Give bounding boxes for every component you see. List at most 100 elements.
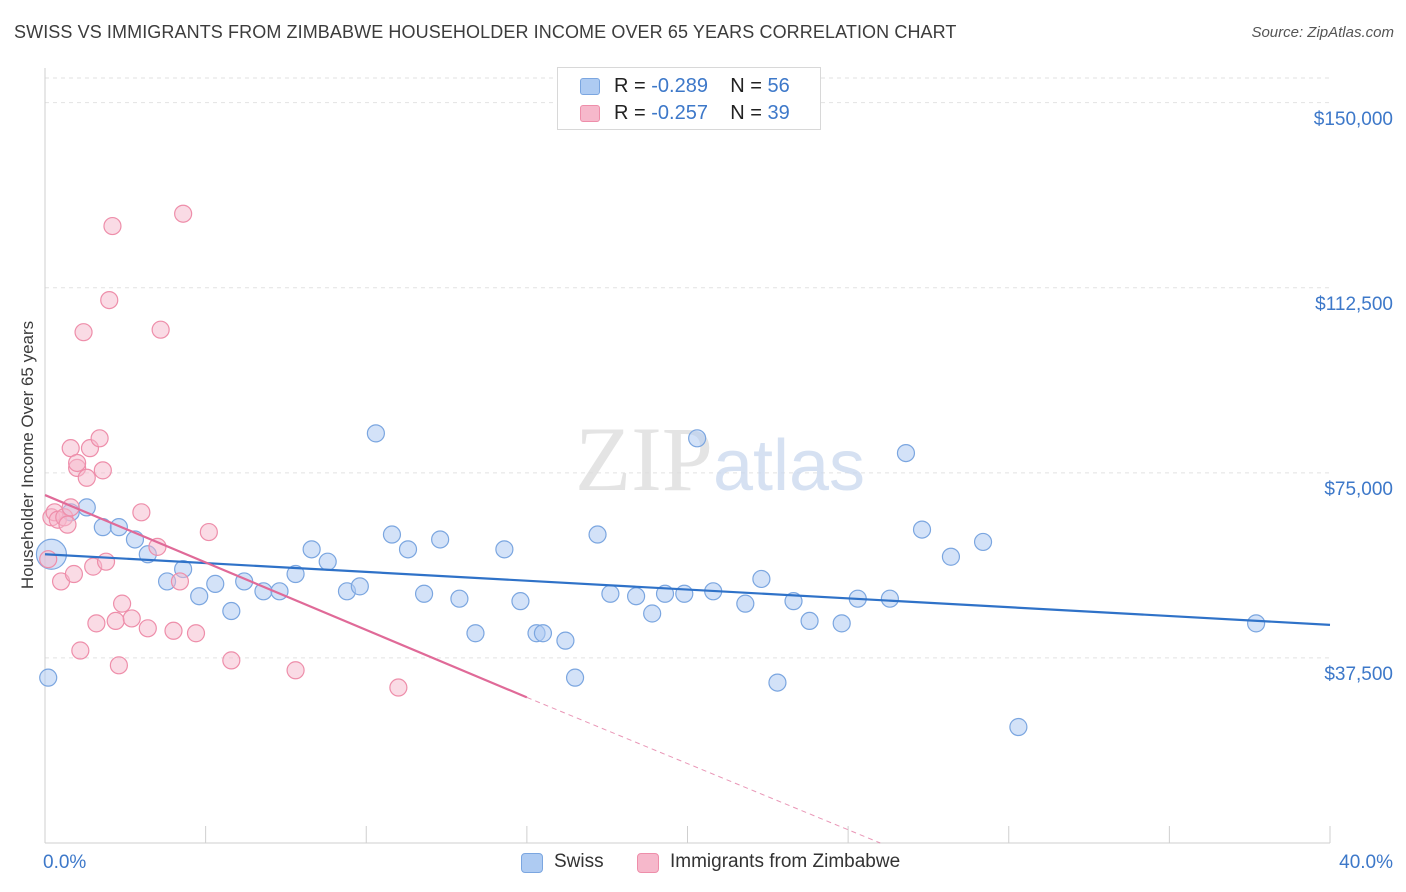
zimbabwe-point-23 [112, 594, 132, 613]
swiss-point-33 [588, 525, 607, 544]
legend-swiss-r-label: R = [614, 75, 646, 97]
zimbabwe-point-37 [68, 453, 87, 473]
zimbabwe-point-22 [109, 656, 128, 675]
legend-swiss-n-value: 56 [767, 75, 790, 97]
legend-zimbabwe-swatch [637, 853, 659, 873]
legend-zim-r-value: -0.257 [651, 102, 708, 124]
swiss-swatch [580, 78, 600, 95]
legend-swiss-label: Swiss [554, 851, 604, 872]
swiss-point-25 [450, 589, 469, 608]
swiss-point-50 [912, 520, 932, 539]
legend-zimbabwe-label: Immigrants from Zimbabwe [670, 851, 901, 872]
zimbabwe-point-12 [77, 468, 96, 487]
source-credit: Source: ZipAtlas.com [1251, 24, 1394, 41]
swiss-point-53 [1009, 717, 1028, 737]
swiss-point-20 [366, 424, 385, 443]
trend-lines [44, 494, 1331, 844]
swiss-point-46 [832, 614, 851, 633]
zimbabwe-point-24 [122, 609, 141, 628]
zimbabwe-point-6 [58, 515, 77, 534]
swiss-point-11 [222, 601, 241, 621]
zimbabwe-swatch [580, 105, 600, 122]
zimbabwe-point-34 [222, 651, 241, 670]
swiss-point-15 [286, 564, 305, 584]
zimbabwe-point-33 [199, 522, 218, 542]
swiss-point-30 [533, 624, 553, 643]
swiss-point-17 [318, 552, 337, 571]
swiss-point-27 [495, 540, 514, 559]
swiss-point-41 [736, 594, 755, 613]
zimbabwe-point-11 [74, 323, 93, 342]
legend-swiss-swatch [521, 853, 543, 873]
swiss-point-55 [39, 668, 58, 687]
zimbabwe-trend-extension [526, 696, 881, 844]
zimbabwe-point-28 [151, 320, 170, 339]
swiss-point-10 [206, 574, 225, 593]
watermark-zip: ZIP [575, 408, 713, 510]
legend-zim-text: R = -0.257 N = 39 [614, 102, 790, 125]
swiss-point-24 [431, 530, 450, 549]
chart-title: SWISS VS IMMIGRANTS FROM ZIMBABWE HOUSEH… [14, 22, 957, 42]
swiss-point-49 [896, 443, 916, 463]
zimbabwe-point-36 [389, 678, 408, 697]
zimbabwe-point-0 [39, 550, 58, 569]
gridlines [45, 77, 1330, 659]
zimbabwe-point-20 [103, 216, 122, 236]
zimbabwe-point-31 [174, 204, 193, 223]
swiss-point-35 [626, 587, 646, 606]
swiss-point-38 [675, 584, 694, 603]
y-tick-label-1: $75,000 [1324, 478, 1393, 500]
zimbabwe-point-18 [96, 552, 116, 571]
swiss-point-19 [350, 577, 369, 596]
axes [44, 68, 1331, 844]
zimbabwe-points [39, 204, 408, 697]
swiss-point-52 [973, 532, 993, 552]
y-tick-label-2: $112,500 [1315, 293, 1393, 315]
watermark: ZIPatlas [575, 408, 865, 510]
x-tick-max: 40.0% [1339, 852, 1393, 873]
swiss-point-23 [414, 584, 434, 603]
swiss-point-22 [398, 540, 418, 559]
x-tick-min: 0.0% [43, 852, 87, 873]
zimbabwe-point-10 [71, 641, 90, 660]
zimbabwe-point-35 [286, 661, 305, 680]
y-tick-label-0: $37,500 [1324, 663, 1393, 685]
swiss-point-39 [688, 429, 707, 448]
swiss-point-45 [800, 611, 819, 631]
legend-swiss-n-label: N = [730, 75, 762, 97]
swiss-point-51 [941, 547, 961, 566]
swiss-trend-line [44, 553, 1331, 626]
zimbabwe-point-32 [186, 624, 206, 643]
swiss-point-21 [382, 525, 402, 544]
zimbabwe-point-29 [164, 621, 183, 640]
zimbabwe-point-8 [64, 564, 84, 584]
swiss-point-54 [1247, 614, 1266, 633]
zimbabwe-point-21 [106, 611, 125, 631]
legend-zim-n-value: 39 [767, 102, 790, 124]
legend-swiss-text: R = -0.289 N = 56 [614, 75, 790, 98]
swiss-point-26 [466, 624, 485, 643]
legend-zim-r-label: R = [614, 102, 646, 124]
swiss-point-16 [302, 540, 321, 559]
zimbabwe-trend-line [44, 494, 528, 699]
legend-stats: R = -0.289 N = 56 R = -0.257 N = 39 [557, 67, 821, 130]
swiss-point-34 [601, 584, 620, 603]
legend-swiss-r-value: -0.289 [651, 75, 708, 97]
swiss-point-31 [556, 631, 575, 650]
swiss-point-28 [511, 592, 530, 611]
swiss-point-48 [880, 589, 899, 608]
swiss-point-36 [643, 604, 662, 623]
zimbabwe-point-15 [87, 614, 106, 633]
zimbabwe-point-19 [100, 290, 119, 310]
zimbabwe-point-25 [132, 503, 151, 522]
zimbabwe-point-16 [90, 429, 109, 448]
legend-series: Swiss Immigrants from Zimbabwe [0, 851, 1406, 879]
zimbabwe-point-26 [138, 619, 157, 638]
swiss-point-32 [565, 668, 585, 687]
swiss-point-44 [784, 592, 803, 611]
y-tick-label-3: $150,000 [1313, 108, 1393, 130]
swiss-point-9 [190, 587, 209, 606]
swiss-point-42 [752, 569, 771, 589]
zimbabwe-point-30 [170, 572, 190, 591]
